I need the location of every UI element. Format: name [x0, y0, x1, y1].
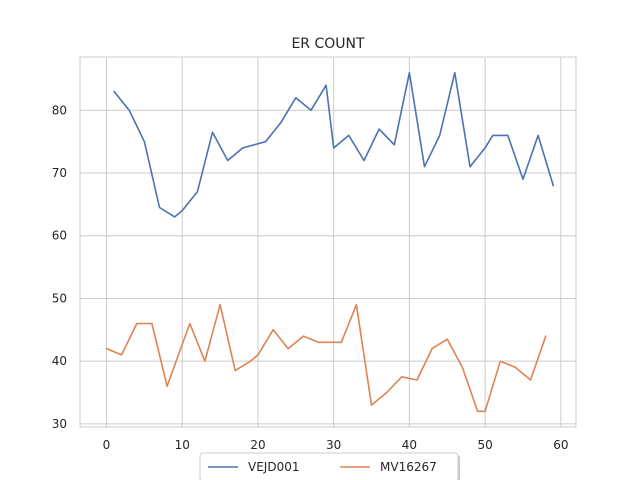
legend[interactable]: VEJD001 MV16267 [199, 452, 460, 480]
y-tick-label: 80 [52, 103, 67, 117]
legend-label-vejd001: VEJD001 [248, 460, 299, 474]
y-tick-label: 60 [52, 229, 67, 243]
series-line-mv16267 [105, 303, 547, 413]
series-layer [105, 71, 555, 413]
y-tick-label: 40 [52, 354, 67, 368]
plot-area [79, 56, 577, 428]
legend-box [199, 452, 459, 480]
y-tick-label: 70 [52, 166, 67, 180]
x-tick-label: 60 [553, 438, 568, 452]
y-tick-label: 30 [52, 417, 67, 431]
grid [80, 57, 576, 427]
chart-title: ER COUNT [291, 36, 365, 52]
y-tick-label: 50 [52, 291, 67, 305]
x-tick-label: 0 [103, 438, 111, 452]
x-tick-label: 10 [175, 438, 190, 452]
x-tick-label: 30 [326, 438, 341, 452]
x-tick-label: 40 [402, 438, 417, 452]
x-tick-label: 20 [250, 438, 265, 452]
series-line-vejd001 [113, 71, 555, 218]
legend-label-mv16267: MV16267 [380, 460, 437, 474]
tick-labels: 0 10 20 30 40 50 60 30 40 50 60 70 80 [52, 103, 569, 452]
x-tick-label: 50 [477, 438, 492, 452]
